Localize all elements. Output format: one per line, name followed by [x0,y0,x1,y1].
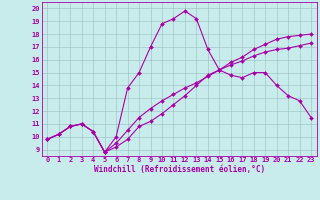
X-axis label: Windchill (Refroidissement éolien,°C): Windchill (Refroidissement éolien,°C) [94,165,265,174]
